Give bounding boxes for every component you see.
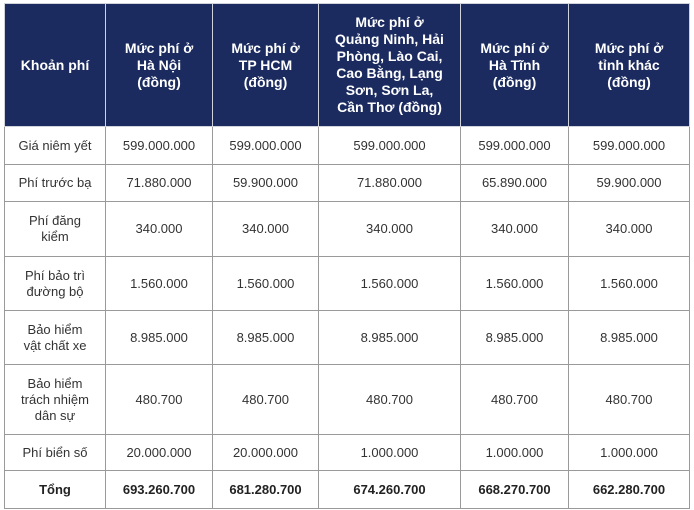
table-cell: 1.560.000	[460, 256, 569, 311]
header-group-provinces: Mức phí ở Quảng Ninh, Hải Phòng, Lào Cai…	[318, 3, 461, 127]
header-hcm: Mức phí ở TP HCM (đồng)	[212, 3, 319, 127]
table-cell: 480.700	[105, 364, 213, 435]
row-label: Phí bảo trì đường bộ	[4, 256, 106, 311]
table-cell: 65.890.000	[460, 164, 569, 202]
table-cell: 599.000.000	[318, 126, 461, 165]
header-hanoi: Mức phí ở Hà Nội (đồng)	[105, 3, 213, 127]
table-cell: 599.000.000	[212, 126, 319, 165]
table-cell: 1.560.000	[568, 256, 690, 311]
table-cell: 71.880.000	[105, 164, 213, 202]
row-label: Bảo hiểm vật chất xe	[4, 310, 106, 365]
table-row: Giá niêm yết 599.000.000 599.000.000 599…	[4, 126, 690, 165]
table-cell: 480.700	[460, 364, 569, 435]
table-cell: 1.560.000	[318, 256, 461, 311]
table-cell: 8.985.000	[568, 310, 690, 365]
table-cell: 8.985.000	[212, 310, 319, 365]
table-cell: 59.900.000	[568, 164, 690, 202]
total-cell: 693.260.700	[105, 470, 213, 509]
table-row: Phí biển số 20.000.000 20.000.000 1.000.…	[4, 434, 690, 471]
row-label: Phí trước bạ	[4, 164, 106, 202]
fee-table-container: Khoản phí Mức phí ở Hà Nội (đồng) Mức ph…	[4, 3, 690, 509]
table-row: Phí trước bạ 71.880.000 59.900.000 71.88…	[4, 164, 690, 202]
table-cell: 599.000.000	[460, 126, 569, 165]
table-cell: 340.000	[460, 201, 569, 257]
table-cell: 1.000.000	[568, 434, 690, 471]
table-cell: 480.700	[568, 364, 690, 435]
total-label: Tổng	[4, 470, 106, 509]
table-row: Phí đăng kiểm 340.000 340.000 340.000 34…	[4, 201, 690, 257]
table-cell: 71.880.000	[318, 164, 461, 202]
table-cell: 340.000	[105, 201, 213, 257]
total-cell: 662.280.700	[568, 470, 690, 509]
total-cell: 668.270.700	[460, 470, 569, 509]
table-cell: 340.000	[212, 201, 319, 257]
table-row: Bảo hiểm trách nhiệm dân sự 480.700 480.…	[4, 364, 690, 435]
table-cell: 1.560.000	[105, 256, 213, 311]
header-ha-tinh: Mức phí ở Hà Tĩnh (đồng)	[460, 3, 569, 127]
table-header-row: Khoản phí Mức phí ở Hà Nội (đồng) Mức ph…	[4, 3, 690, 127]
row-label: Giá niêm yết	[4, 126, 106, 165]
total-cell: 674.260.700	[318, 470, 461, 509]
fee-comparison-table: Khoản phí Mức phí ở Hà Nội (đồng) Mức ph…	[4, 3, 690, 509]
table-row: Phí bảo trì đường bộ 1.560.000 1.560.000…	[4, 256, 690, 311]
table-cell: 20.000.000	[105, 434, 213, 471]
row-label: Bảo hiểm trách nhiệm dân sự	[4, 364, 106, 435]
table-cell: 1.560.000	[212, 256, 319, 311]
row-label: Phí biển số	[4, 434, 106, 471]
total-cell: 681.280.700	[212, 470, 319, 509]
table-cell: 599.000.000	[568, 126, 690, 165]
table-cell: 1.000.000	[460, 434, 569, 471]
table-row: Bảo hiểm vật chất xe 8.985.000 8.985.000…	[4, 310, 690, 365]
table-cell: 340.000	[318, 201, 461, 257]
table-cell: 8.985.000	[105, 310, 213, 365]
table-cell: 599.000.000	[105, 126, 213, 165]
header-fee-item: Khoản phí	[4, 3, 106, 127]
table-cell: 480.700	[212, 364, 319, 435]
table-cell: 340.000	[568, 201, 690, 257]
table-cell: 8.985.000	[460, 310, 569, 365]
table-cell: 20.000.000	[212, 434, 319, 471]
total-row: Tổng 693.260.700 681.280.700 674.260.700…	[4, 470, 690, 509]
table-cell: 1.000.000	[318, 434, 461, 471]
table-cell: 480.700	[318, 364, 461, 435]
table-cell: 59.900.000	[212, 164, 319, 202]
row-label: Phí đăng kiểm	[4, 201, 106, 257]
table-cell: 8.985.000	[318, 310, 461, 365]
header-other-provinces: Mức phí ở tỉnh khác (đồng)	[568, 3, 690, 127]
